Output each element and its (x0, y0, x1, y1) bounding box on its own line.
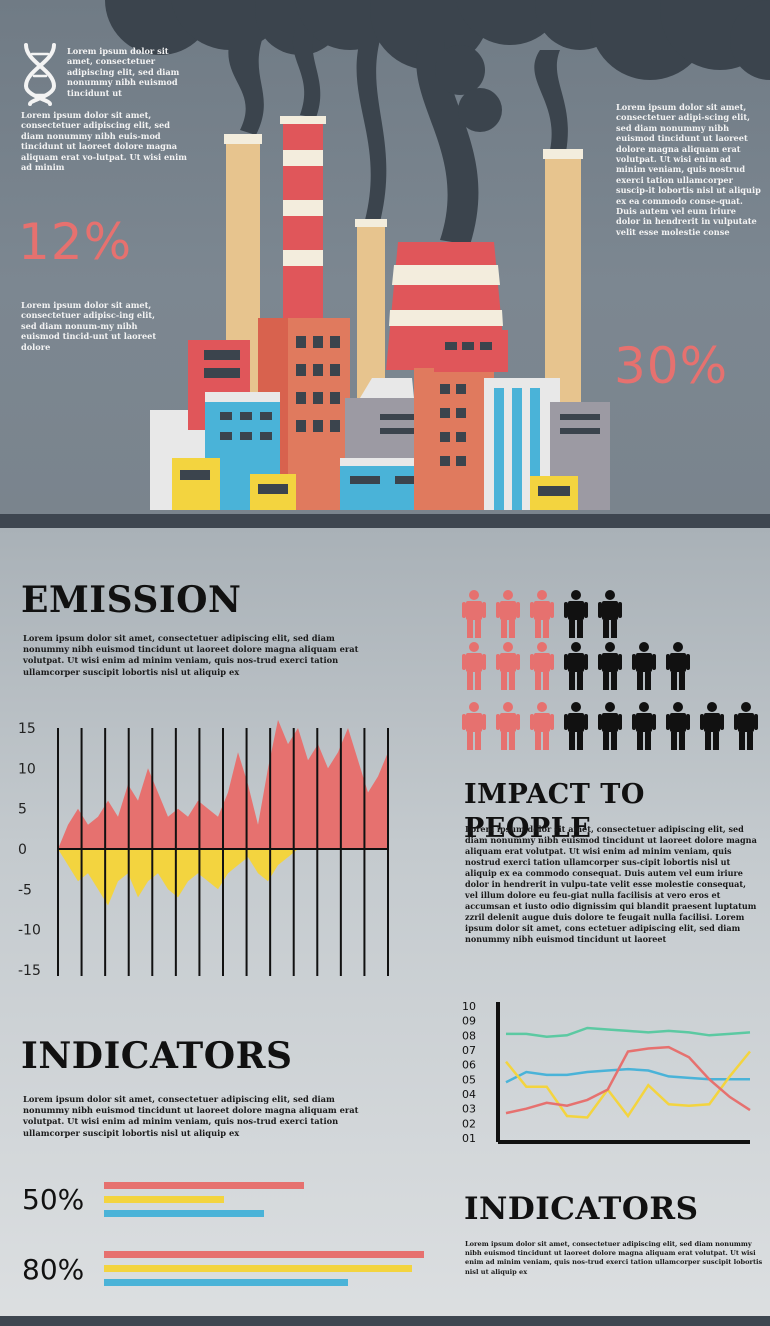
top-right-percentage: 30% (614, 337, 729, 395)
impact-title: IMPACT TO PEOPLE (464, 779, 645, 844)
y-tick-label: 03 (462, 1103, 476, 1116)
person-icon (564, 590, 588, 638)
person-icon-affected (496, 590, 520, 638)
y-tick-label: 04 (462, 1088, 476, 1101)
top-right-paragraph: Lorem ipsum dolor sit amet, consectetuer… (616, 102, 761, 237)
person-icon-affected (530, 590, 554, 638)
people-pictogram (462, 590, 758, 750)
person-icon-affected (462, 642, 486, 690)
buildings (150, 318, 610, 510)
indicator-bar-2-red (104, 1251, 424, 1258)
y-tick-label: 5 (18, 802, 27, 818)
indicators-text-right: Lorem ipsum dolor sit amet, consectetuer… (465, 1240, 763, 1276)
person-icon-affected (496, 642, 520, 690)
person-icon (700, 702, 724, 750)
person-icon-affected (462, 702, 486, 750)
indicator-bar-2-yellow (104, 1265, 412, 1272)
y-tick-label: 10 (18, 761, 36, 777)
person-icon (564, 702, 588, 750)
person-icon (734, 702, 758, 750)
person-icon-affected (530, 642, 554, 690)
indicators-title-left: INDICATORS (21, 1035, 293, 1077)
person-icon-affected (530, 702, 554, 750)
person-icon-affected (496, 702, 520, 750)
person-icon (598, 702, 622, 750)
indicator-label-2: 80% (22, 1253, 85, 1286)
factory-illustration (23, 0, 770, 510)
person-icon-affected (462, 590, 486, 638)
series-line (505, 1050, 751, 1119)
indicator-label-1: 50% (22, 1183, 85, 1216)
top-left-title: Lorem ipsum dolor sit amet, consectetuer… (67, 46, 180, 98)
person-icon (666, 702, 690, 750)
impact-text: Lorem ipsum dolor sit amet, consectetuer… (465, 824, 757, 944)
series-line (506, 1026, 751, 1039)
emission-text: Lorem ipsum dolor sit amet, consectetuer… (23, 633, 359, 677)
person-icon (598, 590, 622, 638)
emission-title: EMISSION (21, 579, 242, 621)
person-icon (564, 642, 588, 690)
y-tick-label: 15 (18, 721, 36, 737)
smoke-clouds (105, 0, 770, 245)
divider-band (0, 514, 770, 528)
y-tick-label: 05 (462, 1073, 476, 1086)
person-icon (632, 702, 656, 750)
series-line (505, 1045, 751, 1115)
series-line (505, 1067, 750, 1084)
indicators-title-right: INDICATORS (464, 1191, 699, 1227)
top-left-percentage: 12% (18, 213, 133, 271)
indicator-bar-1-blue (104, 1210, 264, 1217)
person-icon (598, 642, 622, 690)
y-tick-label: -15 (18, 963, 41, 979)
indicators-text-left: Lorem ipsum dolor sit amet, consectetuer… (23, 1094, 359, 1138)
y-tick-label: -5 (18, 882, 32, 898)
emission-positive-area (58, 719, 388, 849)
y-tick-label: 09 (462, 1015, 476, 1028)
footer-band (0, 1316, 770, 1326)
y-tick-label: 02 (462, 1117, 476, 1130)
y-tick-label: 08 (462, 1029, 476, 1042)
y-tick-label: 06 (462, 1059, 476, 1072)
person-icon (666, 642, 690, 690)
dna-icon (23, 43, 57, 106)
indicator-bar-1-red (104, 1182, 304, 1189)
y-tick-label: 0 (18, 842, 27, 858)
top-left-paragraph-2: Lorem ipsum dolor sit amet, consectetuer… (21, 300, 157, 352)
person-icon (632, 642, 656, 690)
y-tick-label: 07 (462, 1044, 476, 1057)
y-tick-label: -10 (18, 923, 41, 939)
indicator-bar-1-yellow (104, 1196, 224, 1203)
factory-hero: Lorem ipsum dolor sit amet, consectetuer… (0, 0, 770, 515)
y-tick-label: 10 (462, 1000, 476, 1013)
y-tick-label: 01 (462, 1132, 476, 1145)
top-left-paragraph: Lorem ipsum dolor sit amet, consectetuer… (21, 110, 187, 173)
emission-chart: 15 10 5 0 -5 -10 -15 (18, 719, 389, 979)
indicator-bar-2-blue (104, 1279, 348, 1286)
